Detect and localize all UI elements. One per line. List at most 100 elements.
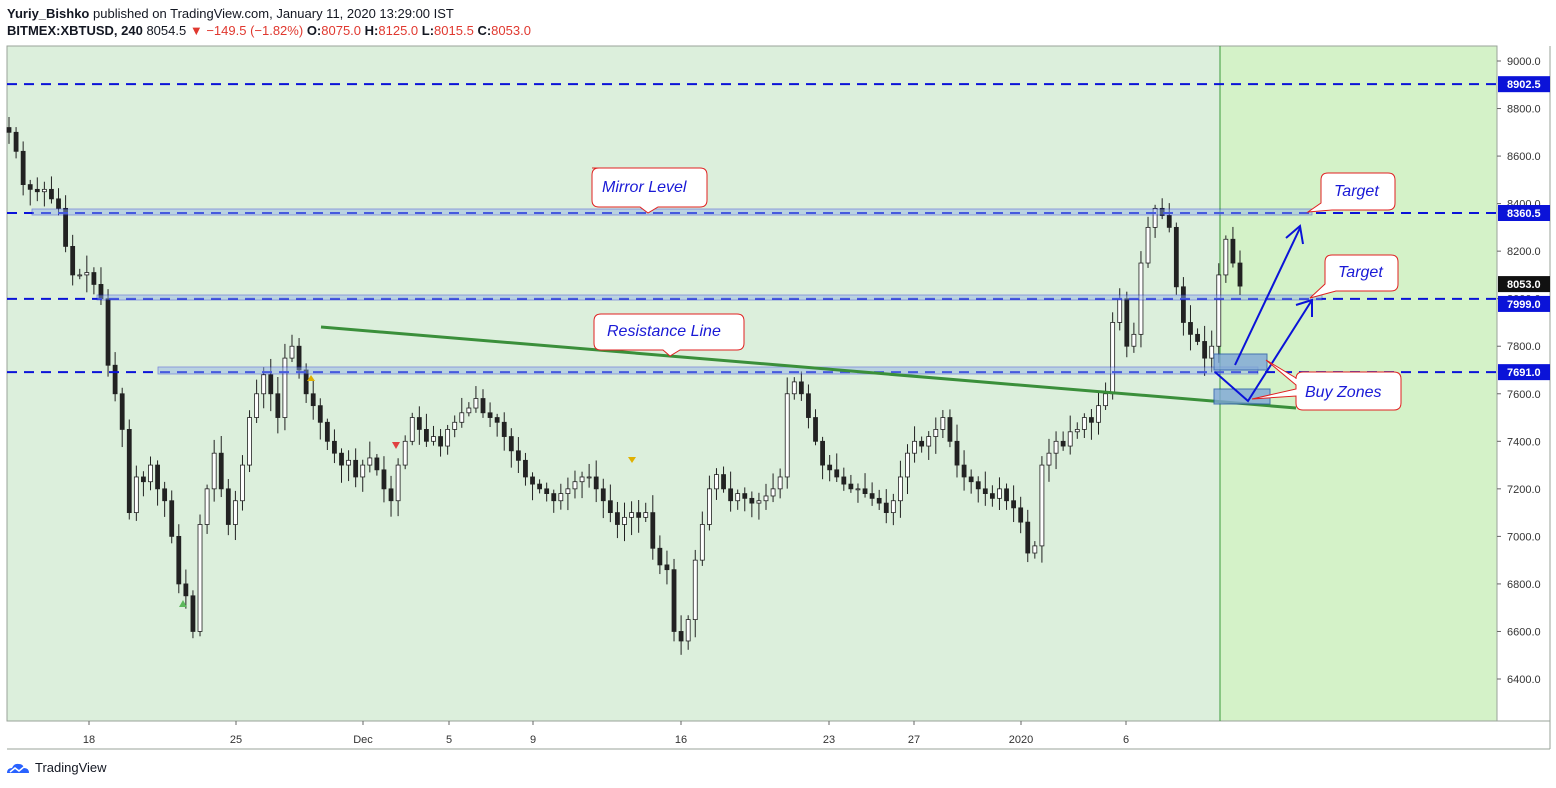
candle-body: [303, 369, 309, 395]
candle-body: [56, 198, 61, 209]
x-tick-label: 27: [908, 734, 920, 746]
resistance-line-label: Resistance Line: [607, 323, 721, 340]
candle-body: [13, 131, 19, 152]
candle-body: [1209, 345, 1215, 359]
target-callout-1[interactable]: Target: [1306, 172, 1396, 213]
candle-body: [607, 500, 613, 514]
candle-body: [1195, 333, 1200, 342]
candle-body: [381, 469, 387, 490]
price-labels: 8902.5 8360.5 8053.0 7999.0 7691.0: [1498, 76, 1550, 381]
candle-body: [388, 488, 394, 502]
candle-body: [254, 393, 260, 418]
target-level-band[interactable]: [96, 294, 1323, 301]
candle-body: [699, 524, 705, 561]
buy-zone-box-upper[interactable]: [1213, 353, 1268, 371]
candle-body: [148, 464, 153, 483]
author-name[interactable]: Yuriy_Bishko: [7, 6, 90, 21]
target-callout-2[interactable]: Target: [1309, 254, 1399, 299]
candle-body: [1096, 405, 1101, 423]
candle-body: [537, 483, 543, 490]
candle-body: [820, 440, 825, 466]
candle-body: [480, 398, 486, 414]
candle-body: [1230, 238, 1236, 264]
projection-path-target-2: [1214, 299, 1313, 403]
arrow-head-target-1-icon: [1285, 224, 1304, 245]
price-label-box: [1498, 364, 1550, 381]
high-label: H:: [364, 23, 379, 38]
footer-brand[interactable]: TradingView: [6, 760, 107, 775]
candle-body: [1237, 262, 1243, 287]
candle-body: [629, 512, 634, 518]
candle-body: [360, 464, 366, 478]
candle-body: [636, 512, 642, 518]
candle-body: [883, 502, 889, 514]
candle-body: [1004, 488, 1009, 502]
candle-body: [756, 500, 762, 504]
candle-body: [317, 405, 323, 423]
candle-body: [622, 516, 627, 525]
candle-body: [240, 464, 245, 502]
candle-body: [261, 374, 267, 395]
candle-body: [742, 493, 748, 499]
candle-body: [1202, 341, 1208, 359]
resistance-line-callout[interactable]: Resistance Line: [593, 313, 745, 357]
down-arrow-icon: ▼: [189, 23, 203, 38]
candle-body: [615, 512, 620, 525]
candle-body: [119, 393, 125, 430]
y-tick-label: 8600.0: [1507, 151, 1541, 163]
candle-body: [332, 440, 337, 454]
resistance-level-band[interactable]: [157, 366, 1259, 375]
candle-body: [282, 357, 288, 418]
y-tick-label: 7600.0: [1507, 389, 1541, 401]
candle-body: [1067, 431, 1073, 447]
price-label-box: [1498, 276, 1550, 293]
candle-body: [508, 436, 514, 452]
price-label-box: [1498, 205, 1550, 222]
candle-body: [1124, 298, 1130, 347]
price-label-text: 7691.0: [1507, 367, 1541, 379]
low-marker-icon: [179, 600, 187, 607]
candle-body: [997, 488, 1002, 499]
candle-body: [572, 481, 578, 490]
chart-background-left: [7, 46, 1220, 721]
candle-body: [232, 500, 238, 525]
candle-body: [841, 476, 847, 485]
price-label-box: [1498, 76, 1550, 93]
resistance-trend-line[interactable]: [320, 325, 1297, 410]
candle-body: [162, 488, 168, 502]
candle-body: [1152, 207, 1158, 228]
mirror-level-band[interactable]: [31, 208, 1313, 216]
candle-body: [218, 452, 224, 490]
candle-body: [798, 381, 804, 395]
candle-body: [530, 476, 535, 485]
candle-body: [933, 429, 939, 437]
candle-body: [211, 452, 217, 490]
candle-body: [1025, 521, 1031, 554]
candle-body: [6, 127, 12, 133]
close-label: C:: [477, 23, 492, 38]
candle-body: [586, 476, 592, 479]
candle-body: [968, 476, 974, 483]
candle-body: [438, 436, 443, 447]
candle-body: [424, 429, 429, 442]
candle-body: [813, 417, 818, 442]
candle-body: [1145, 226, 1151, 264]
candle-body: [268, 374, 274, 395]
open-value: 8075.0: [321, 23, 362, 38]
time-axis[interactable]: 18 25 Dec 5 9 16 23 27 2020 6: [83, 721, 1129, 746]
open-label: O:: [306, 23, 322, 38]
projection-arrows: [1214, 224, 1313, 403]
buy-zones-callout[interactable]: Buy Zones: [1251, 359, 1402, 411]
candle-body: [494, 417, 500, 423]
x-tick-label: 18: [83, 734, 95, 746]
candle-body: [141, 476, 146, 483]
candle-body: [155, 464, 160, 490]
candle-body: [735, 493, 741, 502]
price-label-text: 8360.5: [1507, 208, 1541, 220]
candle-body: [49, 188, 54, 200]
mirror-level-callout[interactable]: Mirror Level: [591, 167, 708, 214]
candle-body: [898, 476, 903, 502]
candle-body: [657, 547, 663, 566]
candle-body: [749, 497, 755, 504]
